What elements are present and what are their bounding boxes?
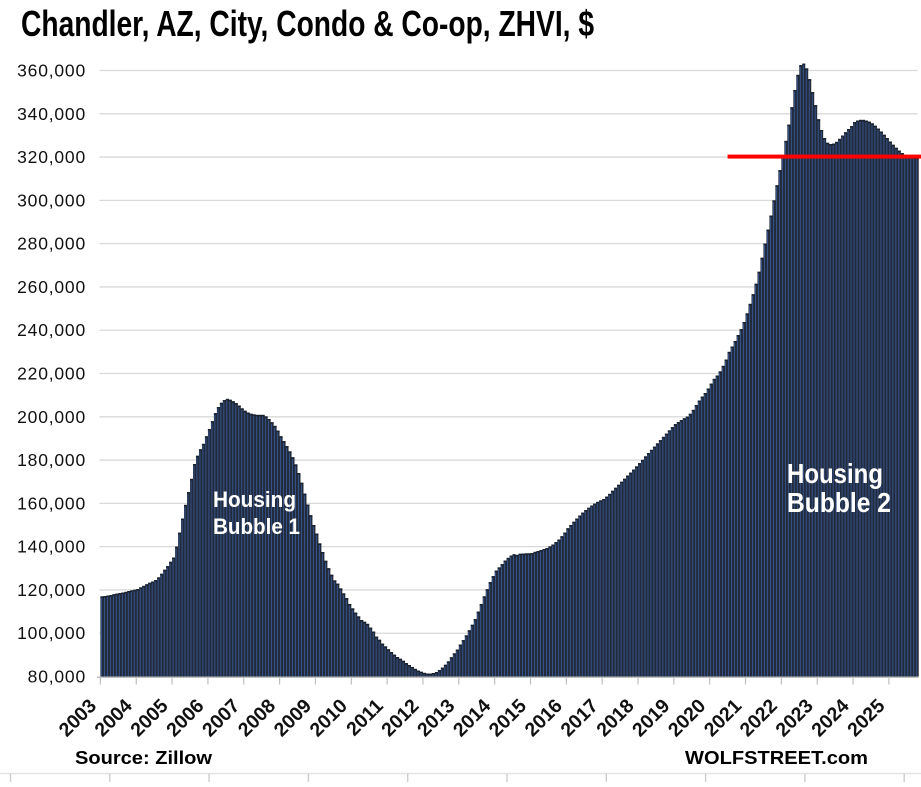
bars-fill xyxy=(100,63,919,677)
x-tick-label-2003: 2003 xyxy=(55,695,101,741)
x-tick-label-2004: 2004 xyxy=(91,695,137,741)
x-tick-label-2015: 2015 xyxy=(485,695,531,741)
chart-title: Chandler, AZ, City, Condo & Co-op, ZHVI,… xyxy=(21,3,594,44)
y-tick-label-140000: 140,000 xyxy=(17,537,86,557)
x-tick-label-2005: 2005 xyxy=(126,695,172,741)
y-tick-label-260000: 260,000 xyxy=(17,277,86,297)
x-tick-label-2016: 2016 xyxy=(521,695,567,741)
annotation-bubble1-line1: Housing xyxy=(213,487,296,512)
x-tick-label-2013: 2013 xyxy=(413,695,459,741)
y-tick-label-320000: 320,000 xyxy=(17,147,86,167)
x-tick-label-2023: 2023 xyxy=(771,695,817,741)
x-tick-label-2022: 2022 xyxy=(736,695,782,741)
y-tick-label-100000: 100,000 xyxy=(17,623,86,643)
x-tick-label-2006: 2006 xyxy=(162,695,208,741)
y-tick-label-160000: 160,000 xyxy=(17,493,86,513)
y-tick-label-200000: 200,000 xyxy=(17,407,86,427)
next-section-edge xyxy=(0,772,921,782)
annotation-bubble1-line2: Bubble 1 xyxy=(213,514,300,539)
x-tick-label-2011: 2011 xyxy=(342,695,388,741)
y-tick-label-120000: 120,000 xyxy=(17,580,86,600)
annotation-bubble2-line2: Bubble 2 xyxy=(787,487,891,518)
x-tick-label-2007: 2007 xyxy=(198,695,244,741)
reference-line-layer xyxy=(727,154,921,159)
x-tick-label-2010: 2010 xyxy=(306,695,352,741)
x-tick-label-2020: 2020 xyxy=(664,695,710,741)
y-tick-label-280000: 280,000 xyxy=(17,234,86,254)
x-tick-label-2017: 2017 xyxy=(556,695,602,741)
brand-label: WOLFSTREET.com xyxy=(685,747,868,768)
y-tick-label-360000: 360,000 xyxy=(17,61,86,81)
axes-layer: 80,000 100,000 120,000 140,000 160,000 180,00… xyxy=(17,61,919,741)
y-tick-label-180000: 180,000 xyxy=(17,450,86,470)
x-tick-label-2008: 2008 xyxy=(234,695,280,741)
x-tick-label-2014: 2014 xyxy=(449,695,495,741)
y-tick-label-240000: 240,000 xyxy=(17,320,86,340)
x-tick-label-2021: 2021 xyxy=(700,695,746,741)
x-tick-label-2024: 2024 xyxy=(807,695,853,741)
y-tick-label-300000: 300,000 xyxy=(17,190,86,210)
y-tick-label-220000: 220,000 xyxy=(17,364,86,384)
reference-line-320k xyxy=(727,154,921,159)
x-tick-label-2019: 2019 xyxy=(628,695,674,741)
x-tick-label-2009: 2009 xyxy=(270,695,316,741)
annotation-bubble2-line1: Housing xyxy=(787,458,883,489)
y-tick-label-340000: 340,000 xyxy=(17,104,86,124)
bars-layer xyxy=(100,63,919,677)
y-tick-label-80000: 80,000 xyxy=(28,667,86,687)
x-tick-label-2025: 2025 xyxy=(843,695,889,741)
x-tick-label-2018: 2018 xyxy=(592,695,638,741)
x-tick-label-2012: 2012 xyxy=(377,695,423,741)
source-label: Source: Zillow xyxy=(75,748,213,768)
